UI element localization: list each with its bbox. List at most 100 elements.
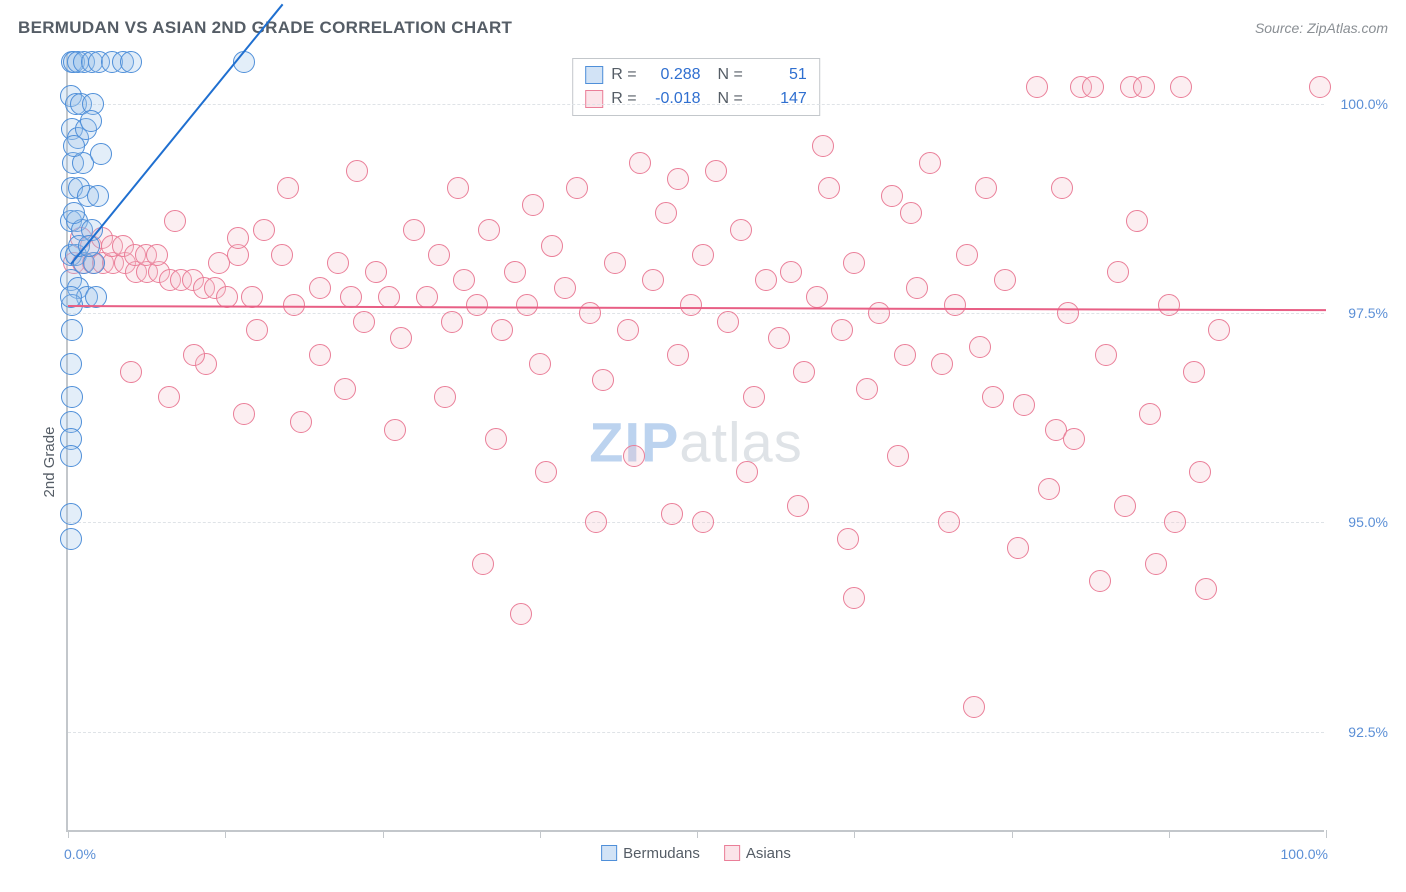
scatter-point-asians [736,461,758,483]
y-tick-label: 95.0% [1330,514,1388,530]
scatter-point-bermudans [87,185,109,207]
scatter-point-asians [146,244,168,266]
scatter-point-asians [994,269,1016,291]
x-min-label: 0.0% [64,846,96,862]
source-prefix: Source: [1255,20,1307,36]
scatter-point-asians [1095,344,1117,366]
scatter-point-asians [491,319,513,341]
stat-n-label: N = [709,87,743,111]
x-tick [854,830,855,838]
scatter-point-asians [705,160,727,182]
scatter-point-asians [390,327,412,349]
scatter-point-asians [453,269,475,291]
x-tick [383,830,384,838]
x-tick [1326,830,1327,838]
scatter-point-asians [1089,570,1111,592]
plot-area: ZIPatlas R = 0.288 N = 51 R = -0.018 N =… [66,54,1324,832]
scatter-point-asians [277,177,299,199]
scatter-point-asians [1145,553,1167,575]
scatter-point-asians [253,219,275,241]
legend-item-bermudans: Bermudans [601,845,700,862]
scatter-point-asians [963,696,985,718]
scatter-point-asians [522,194,544,216]
scatter-point-asians [241,286,263,308]
scatter-point-asians [353,311,375,333]
scatter-point-asians [1164,511,1186,533]
scatter-point-bermudans [61,386,83,408]
swatch-asians-icon [585,90,603,108]
scatter-point-asians [472,553,494,575]
scatter-point-asians [818,177,840,199]
scatter-point-asians [346,160,368,182]
scatter-point-asians [655,202,677,224]
scatter-point-asians [667,168,689,190]
scatter-point-asians [843,252,865,274]
scatter-point-asians [566,177,588,199]
scatter-point-asians [730,219,752,241]
scatter-point-asians [227,227,249,249]
scatter-point-asians [485,428,507,450]
scatter-point-asians [743,386,765,408]
stat-r-label: R = [611,63,636,87]
scatter-point-asians [158,386,180,408]
scatter-point-asians [617,319,639,341]
x-tick [540,830,541,838]
scatter-point-bermudans [120,51,142,73]
scatter-point-asians [592,369,614,391]
scatter-point-asians [1170,76,1192,98]
scatter-point-asians [384,419,406,441]
scatter-point-asians [1026,76,1048,98]
scatter-point-asians [975,177,997,199]
scatter-point-bermudans [61,319,83,341]
scatter-point-asians [1107,261,1129,283]
scatter-point-asians [623,445,645,467]
scatter-point-asians [692,244,714,266]
scatter-point-asians [233,403,255,425]
scatter-point-asians [403,219,425,241]
stat-r-bermudans: 0.288 [645,63,701,87]
scatter-point-asians [1082,76,1104,98]
scatter-point-asians [447,177,469,199]
scatter-point-asians [271,244,293,266]
scatter-point-asians [642,269,664,291]
scatter-point-asians [216,286,238,308]
scatter-point-asians [887,445,909,467]
scatter-point-asians [1114,495,1136,517]
chart-title: BERMUDAN VS ASIAN 2ND GRADE CORRELATION … [18,18,512,38]
scatter-point-asians [1126,210,1148,232]
scatter-point-asians [931,353,953,375]
swatch-bermudans-icon [585,66,603,84]
scatter-point-asians [667,344,689,366]
scatter-point-asians [680,294,702,316]
stat-r-asians: -0.018 [645,87,701,111]
scatter-point-asians [504,261,526,283]
scatter-point-asians [510,603,532,625]
scatter-point-bermudans [60,528,82,550]
legend-label-asians: Asians [746,845,791,862]
scatter-point-asians [585,511,607,533]
scatter-point-bermudans [80,110,102,132]
scatter-point-asians [334,378,356,400]
scatter-point-asians [780,261,802,283]
scatter-point-asians [1051,177,1073,199]
y-tick-label: 97.5% [1330,305,1388,321]
scatter-point-asians [1038,478,1060,500]
scatter-point-asians [365,261,387,283]
scatter-point-asians [1057,302,1079,324]
y-axis-label: 2nd Grade [41,427,58,498]
scatter-point-asians [290,411,312,433]
scatter-point-asians [529,353,551,375]
scatter-point-asians [717,311,739,333]
gridline [68,732,1324,733]
scatter-point-asians [768,327,790,349]
scatter-point-asians [755,269,777,291]
scatter-point-asians [1133,76,1155,98]
scatter-point-asians [856,378,878,400]
y-tick-label: 92.5% [1330,724,1388,740]
scatter-point-asians [837,528,859,550]
x-tick [68,830,69,838]
scatter-point-asians [441,311,463,333]
scatter-point-bermudans [60,445,82,467]
x-tick [697,830,698,838]
legend-item-asians: Asians [724,845,791,862]
